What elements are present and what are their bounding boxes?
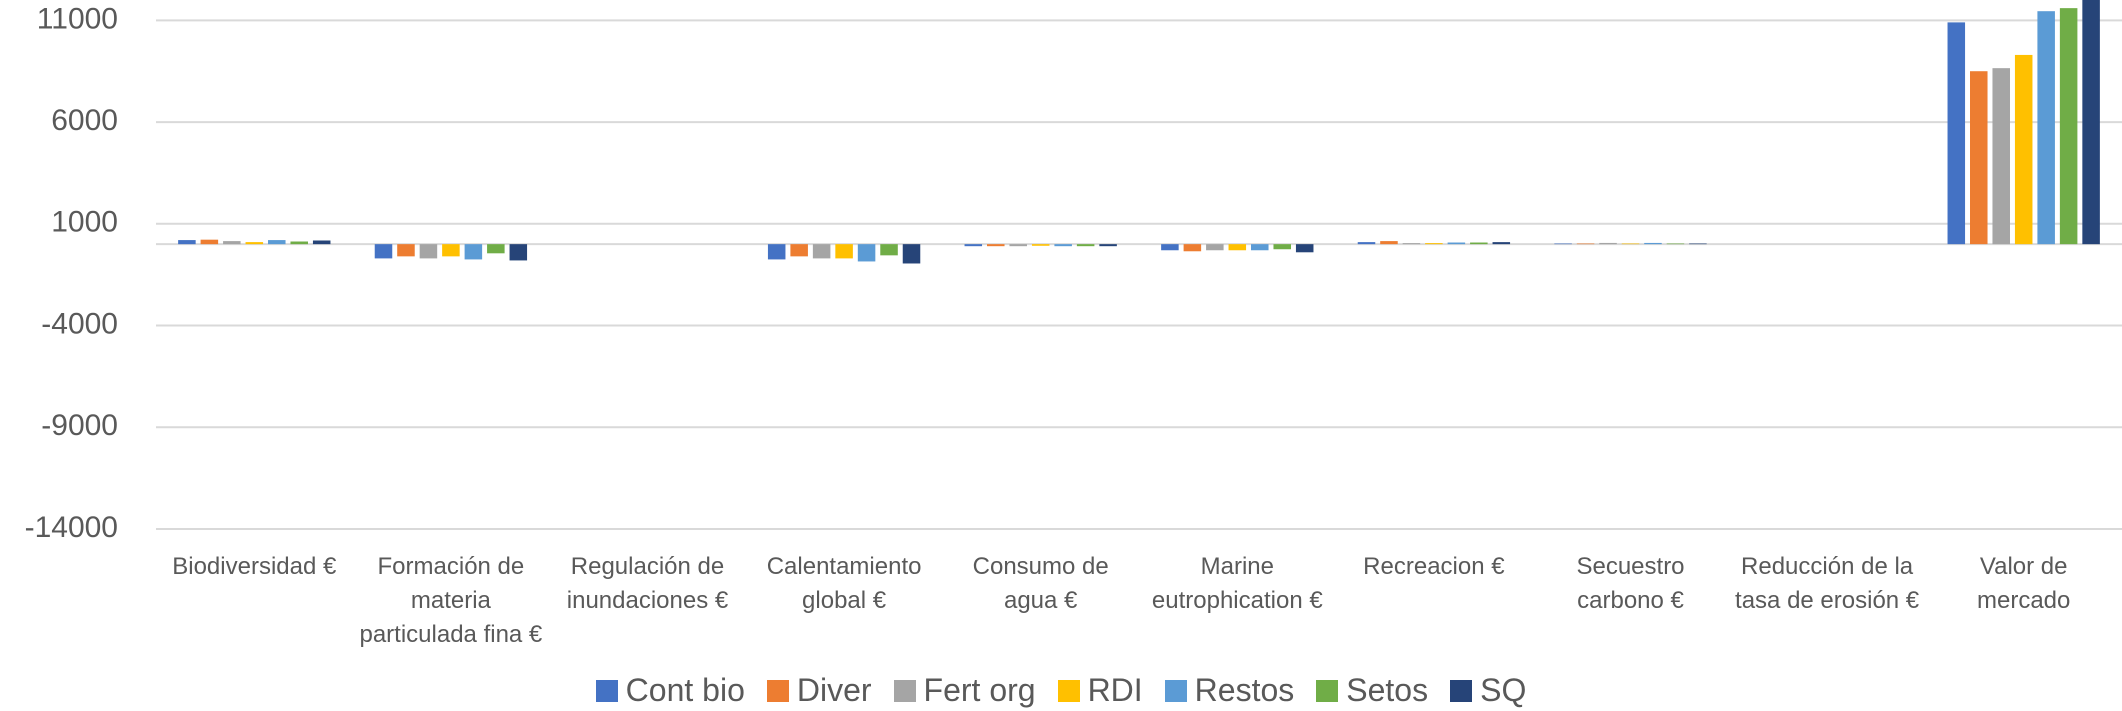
bar <box>1054 244 1072 247</box>
bar <box>1621 243 1640 245</box>
legend-swatch <box>1316 679 1339 702</box>
bar <box>178 240 196 245</box>
x-tick-label: Recreacion € <box>1363 553 1505 580</box>
bar <box>1599 242 1617 245</box>
legend-swatch <box>893 679 916 702</box>
bar <box>1161 244 1179 251</box>
bar <box>902 244 921 264</box>
bar <box>790 244 808 257</box>
bar <box>767 244 786 260</box>
x-tick-label: Biodiversidad € <box>172 553 337 580</box>
bar <box>374 244 393 259</box>
bar <box>200 239 219 245</box>
x-tick-label: Marine eutrophication € <box>1151 553 1323 614</box>
legend-item: RDI <box>1057 672 1143 709</box>
bar <box>312 240 331 245</box>
bar <box>812 244 831 259</box>
legend-label: SQ <box>1480 672 1527 708</box>
bar <box>223 241 241 245</box>
bar <box>1206 244 1224 251</box>
legend-item: Fert org <box>893 672 1036 709</box>
bar <box>1183 244 1202 252</box>
bar <box>1009 244 1027 247</box>
x-tick-label: Secuestro carbono € <box>1576 553 1685 614</box>
bar <box>964 244 983 247</box>
bar <box>245 242 264 245</box>
bar <box>2082 0 2100 245</box>
legend-label: Diver <box>796 672 872 708</box>
bar <box>464 244 483 260</box>
bar <box>1402 243 1421 245</box>
x-tick-label: Calentamiento global € <box>766 553 922 614</box>
bar <box>1947 22 1966 245</box>
bar <box>419 244 438 259</box>
bar <box>2037 11 2055 245</box>
bar <box>442 244 460 257</box>
x-tick-label: Reducción de la tasa de erosión € <box>1735 553 1920 614</box>
bar <box>1031 244 1050 246</box>
bar <box>1689 243 1707 245</box>
x-tick-label: Formación de materia particulada fina € <box>359 553 543 648</box>
y-tick-label: 6000 <box>51 104 118 137</box>
legend-label: Setos <box>1346 672 1429 708</box>
bar <box>1666 243 1685 245</box>
bar <box>509 244 528 261</box>
legend-item: Restos <box>1164 672 1295 709</box>
bar <box>1992 68 2010 245</box>
bar <box>1380 241 1398 245</box>
legend-label: Restos <box>1194 672 1295 708</box>
legend-item: SQ <box>1450 672 1526 709</box>
bar <box>268 240 286 245</box>
bar <box>1425 243 1443 245</box>
bar <box>2014 54 2033 245</box>
bar <box>1576 243 1595 245</box>
bar <box>290 241 308 245</box>
bar <box>487 244 505 254</box>
bar <box>880 244 898 256</box>
legend-item: Setos <box>1316 672 1428 709</box>
bar <box>1251 244 1269 251</box>
bar <box>1228 244 1247 251</box>
y-tick-label: 11000 <box>37 2 118 35</box>
bar <box>1447 242 1466 245</box>
bar <box>1492 242 1511 245</box>
bar <box>1076 244 1095 247</box>
bar <box>1554 243 1572 245</box>
legend-item: Diver <box>766 672 872 709</box>
x-tick-label: Regulación de inundaciones € <box>566 553 729 614</box>
bar <box>1273 244 1291 250</box>
y-tick-label: -14000 <box>25 511 118 544</box>
bar <box>1295 244 1314 253</box>
bar <box>835 244 853 259</box>
legend-label: RDI <box>1087 672 1143 708</box>
bar <box>987 244 1005 247</box>
bar <box>1644 242 1662 245</box>
legend-item: Cont bio <box>595 672 745 709</box>
legend-swatch <box>1057 679 1080 702</box>
y-tick-label: -4000 <box>41 307 118 340</box>
legend: Cont bio Diver Fert org RDI Restos Setos SQ <box>0 672 2122 709</box>
bar <box>2059 8 2078 245</box>
legend-label: Cont bio <box>625 672 745 708</box>
bar <box>1357 242 1376 245</box>
x-tick-label: Consumo de agua € <box>972 553 1109 614</box>
legend-label: Fert org <box>923 672 1036 708</box>
bar <box>857 244 876 262</box>
x-tick-label: Valor de mercado <box>1977 553 2071 614</box>
bar <box>1099 244 1117 247</box>
legend-swatch <box>595 679 618 702</box>
legend-swatch <box>766 679 789 702</box>
legend-swatch <box>1164 679 1187 702</box>
y-tick-label: -9000 <box>41 409 118 442</box>
legend-swatch <box>1450 679 1473 702</box>
bar <box>397 244 415 257</box>
bar <box>1970 71 1988 245</box>
y-tick-label: 1000 <box>51 206 118 239</box>
bar <box>1470 242 1488 245</box>
